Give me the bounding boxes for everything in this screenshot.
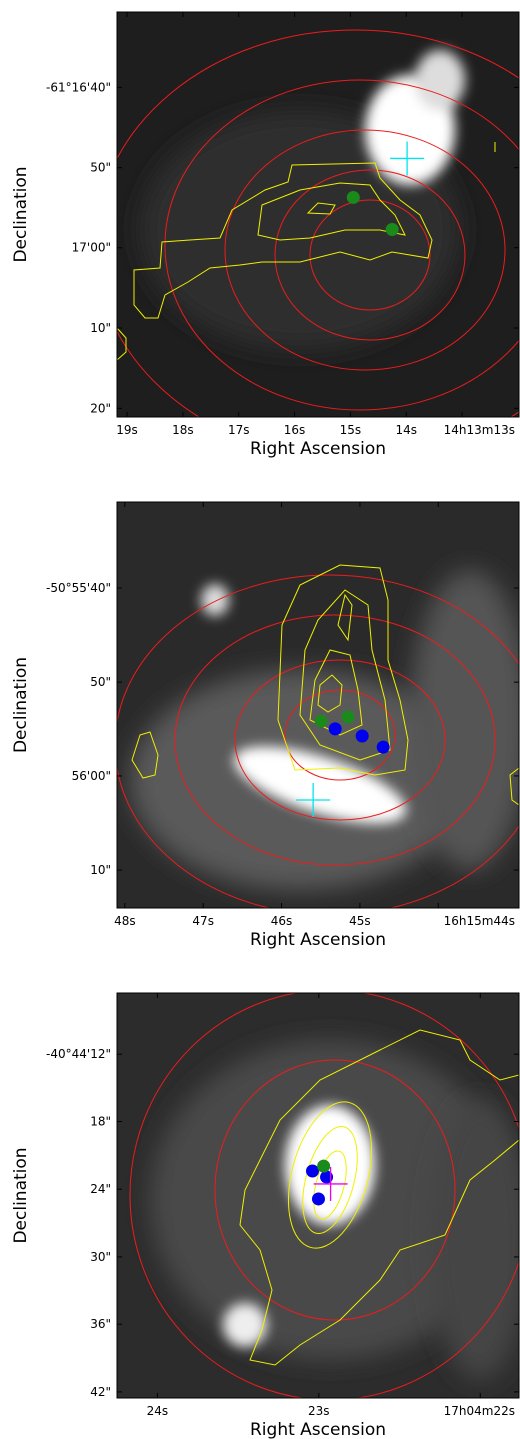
y-tick-label: 50": [90, 161, 111, 175]
source-marker: [376, 740, 390, 754]
y-tick-label: 10": [90, 321, 111, 335]
source-marker: [341, 710, 355, 724]
panel-image: [117, 12, 519, 417]
cross-marker: [313, 1166, 348, 1201]
source-marker: [314, 714, 328, 728]
x-tick-label: 16h15m44s: [444, 914, 515, 928]
x-axis-label: Right Ascension: [250, 439, 386, 459]
y-tick-label: 20": [90, 401, 111, 415]
cross-marker: [296, 782, 331, 817]
x-tick-label: 47s: [192, 914, 214, 928]
x-tick-label: 19s: [116, 423, 138, 437]
x-tick-label: 14s: [395, 423, 417, 437]
source-marker: [346, 190, 360, 204]
x-tick-label: 17h04m22s: [444, 1404, 515, 1418]
x-tick-label: 18s: [172, 423, 194, 437]
source-marker: [328, 722, 342, 736]
y-tick-label: -50°55'40": [46, 581, 111, 595]
y-axis-label: Declination: [11, 1147, 31, 1243]
axes-frame: [116, 992, 520, 1399]
y-tick-label: 42": [90, 1385, 111, 1399]
y-tick-label: 24": [90, 1182, 111, 1196]
x-tick-label: 23s: [308, 1404, 330, 1418]
x-tick-label: 48s: [114, 914, 136, 928]
y-tick-label: -61°16'40": [46, 80, 111, 94]
x-tick-label: 15s: [340, 423, 362, 437]
y-axis-label: Declination: [11, 657, 31, 753]
y-tick-label: 18": [90, 1115, 111, 1129]
y-tick-label: 36": [90, 1317, 111, 1331]
y-tick-label: 17'00": [72, 241, 111, 255]
x-axis-label: Right Ascension: [250, 1420, 386, 1439]
source-marker: [320, 1170, 334, 1184]
x-tick-label: 46s: [271, 914, 293, 928]
x-tick-label: 14h13m13s: [444, 423, 515, 437]
y-tick-label: -40°44'12": [46, 1047, 111, 1061]
source-marker: [311, 1192, 325, 1206]
source-marker: [317, 1159, 331, 1173]
x-tick-label: 24s: [147, 1404, 169, 1418]
x-tick-label: 45s: [349, 914, 371, 928]
source-marker: [385, 223, 399, 237]
cross-marker: [390, 141, 425, 176]
source-marker: [355, 729, 369, 743]
y-tick-label: 56'00": [72, 769, 111, 783]
panel-image: [117, 502, 519, 908]
x-tick-label: 17s: [228, 423, 250, 437]
y-tick-label: 50": [90, 675, 111, 689]
axes-frame: [116, 501, 520, 909]
y-tick-label: 30": [90, 1250, 111, 1264]
y-axis-label: Declination: [11, 166, 31, 262]
source-marker: [306, 1164, 320, 1178]
y-tick-label: 10": [90, 863, 111, 877]
axes-frame: [116, 11, 520, 418]
x-tick-label: 16s: [284, 423, 306, 437]
x-axis-label: Right Ascension: [250, 930, 386, 950]
